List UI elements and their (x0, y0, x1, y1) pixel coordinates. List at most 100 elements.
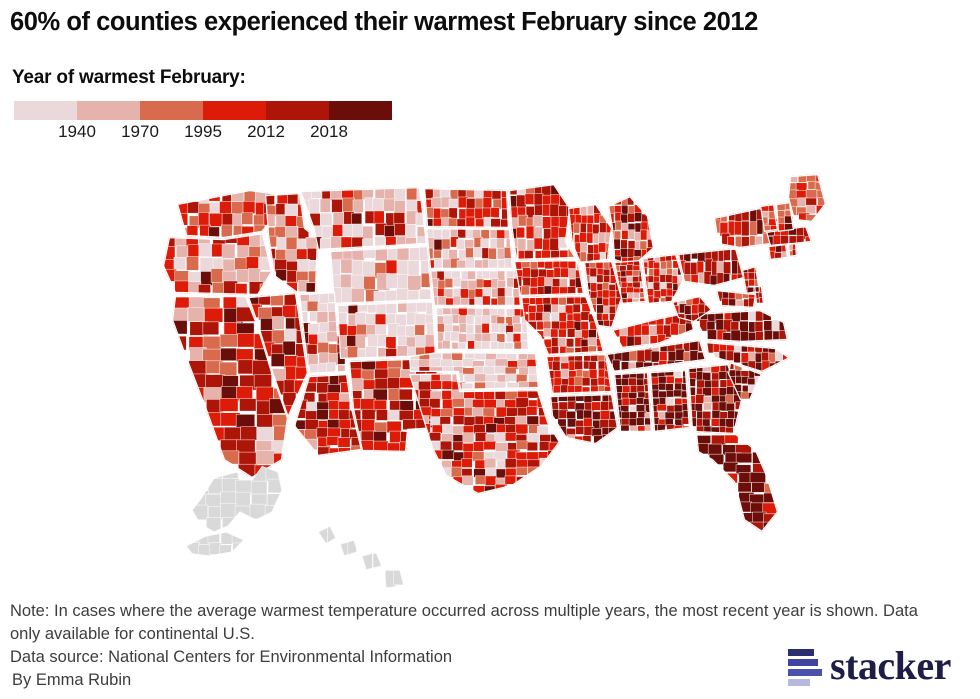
stacker-logo[interactable]: stacker (788, 644, 970, 690)
county-cell (533, 226, 543, 239)
county-cell (485, 352, 498, 361)
state-hi4 (384, 570, 404, 588)
county-cell (632, 270, 640, 277)
county-cell (704, 248, 713, 261)
county-cell (460, 297, 470, 306)
county-cell (543, 285, 553, 296)
county-cell (445, 297, 454, 306)
state-tx (409, 373, 560, 494)
state-border (384, 570, 404, 588)
county-cell (430, 416, 442, 426)
county-cell (558, 312, 567, 323)
county-cell (235, 386, 253, 401)
county-cell (599, 410, 611, 421)
state-border (584, 261, 622, 328)
county-cell (465, 188, 476, 199)
county-cell (688, 386, 696, 396)
county-cell (437, 296, 447, 306)
county-cell (497, 307, 506, 317)
county-cell (640, 229, 648, 241)
county-cell (704, 258, 713, 274)
county-cell (316, 382, 330, 394)
county-cell (284, 328, 297, 342)
county-cell (720, 208, 728, 223)
county-cell (754, 272, 760, 281)
county-cell (528, 373, 539, 383)
county-cell (467, 280, 478, 290)
county-cell (580, 321, 589, 332)
county-cell (724, 434, 739, 444)
county-cell (733, 221, 742, 236)
county-cell (316, 374, 330, 383)
county-cell (458, 333, 468, 344)
county-cell (509, 195, 518, 209)
county-cell (590, 385, 599, 394)
county-cell (306, 300, 319, 312)
county-cell (666, 340, 676, 353)
county-cell (419, 389, 433, 399)
county-cell (513, 341, 523, 350)
county-cell (501, 208, 509, 220)
state-border (163, 233, 272, 295)
county-cell (640, 313, 650, 327)
county-cell (567, 418, 577, 428)
county-cell (462, 432, 475, 444)
county-cell (187, 201, 200, 214)
county-cell (781, 251, 788, 260)
county-cell (735, 299, 745, 308)
county-cell (208, 226, 220, 238)
county-cell (483, 399, 497, 409)
county-cell (565, 347, 575, 355)
state-border (692, 310, 788, 342)
county-cell (316, 311, 329, 324)
county-cell (235, 283, 248, 295)
county-cell (462, 475, 474, 486)
state-wi (568, 204, 612, 263)
county-cell (560, 368, 569, 379)
county-cell (549, 237, 559, 251)
county-cell (483, 391, 495, 401)
legend-tick-2018: 2018 (310, 122, 348, 141)
county-cell (443, 314, 453, 326)
county-cell (566, 338, 574, 348)
county-cell (365, 346, 378, 358)
county-cell (188, 360, 208, 376)
county-cell (517, 238, 527, 251)
county-cell (639, 240, 648, 251)
county-cell (602, 289, 610, 299)
county-cell (567, 376, 576, 387)
footer-byline: By Emma Rubin (12, 671, 132, 689)
county-cell (219, 398, 239, 412)
county-cell (552, 360, 561, 371)
state-mn (509, 184, 576, 260)
county-cell (583, 417, 593, 428)
county-cell (258, 293, 271, 306)
county-cell (553, 384, 561, 394)
county-cell (725, 402, 735, 412)
county-cell (670, 322, 679, 336)
county-cell (774, 252, 783, 260)
state-border (550, 394, 618, 444)
county-cell (187, 306, 205, 322)
county-cell (452, 415, 466, 425)
county-cell (596, 296, 604, 305)
county-cell (665, 260, 673, 270)
state-ia (514, 260, 584, 296)
county-cell (235, 491, 251, 507)
county-cell (683, 248, 691, 262)
county-cell (319, 198, 331, 213)
county-cell (574, 360, 583, 370)
county-cell (327, 427, 341, 438)
county-cell (600, 401, 611, 411)
county-cell (526, 239, 536, 253)
county-cell (641, 334, 650, 348)
county-cell (550, 328, 559, 338)
county-cell (526, 441, 538, 452)
county-cell (542, 216, 552, 229)
county-cell (317, 342, 329, 354)
county-cell (602, 282, 610, 291)
county-cell (587, 204, 594, 215)
county-cell (780, 235, 789, 246)
legend-tick-labels: 1940 1970 1995 2012 2018 (14, 122, 392, 144)
county-cell (711, 410, 722, 419)
